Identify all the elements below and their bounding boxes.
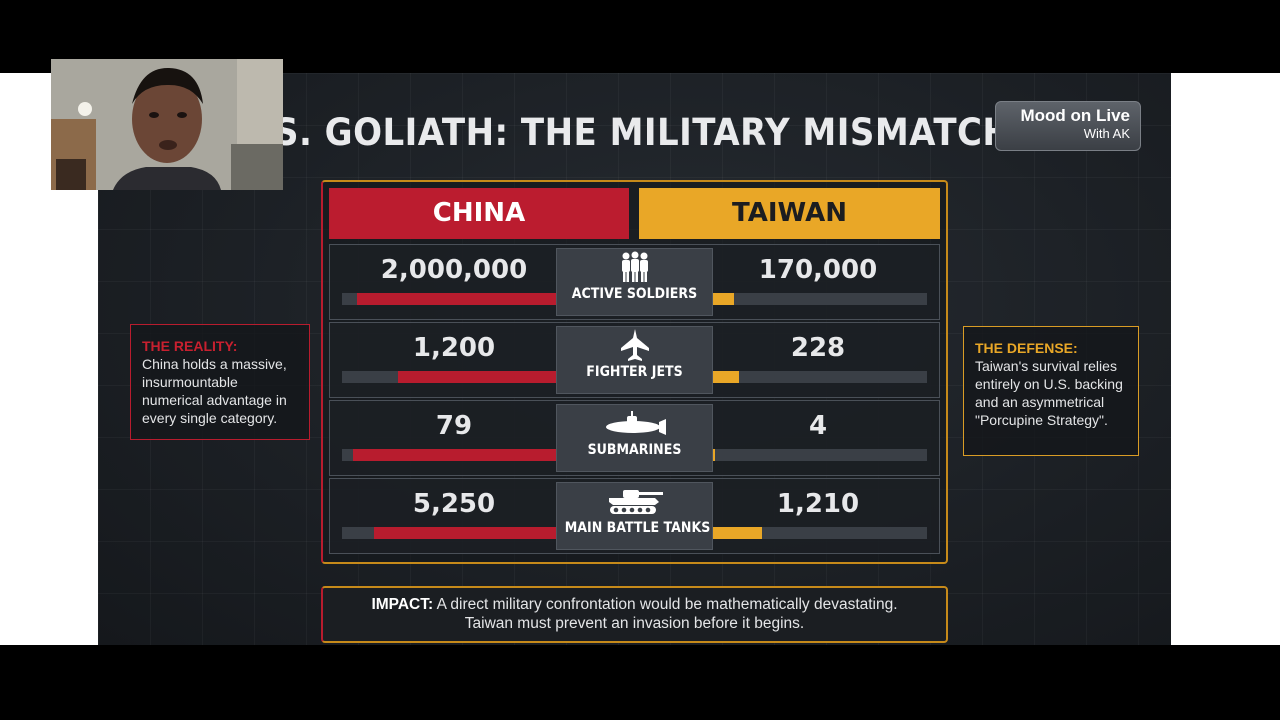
china-value: 5,250 [412,489,496,519]
impact-label: IMPACT: [371,596,434,613]
taiwan-bar-track [713,527,927,539]
soldiers-icon [621,251,648,282]
reality-callout: THE REALITY: China holds a massive, insu… [130,324,310,440]
china-bar [397,371,556,383]
taiwan-value: 1,210 [776,489,860,519]
china-value: 1,200 [412,333,496,363]
impact-banner: IMPACT: A direct military confrontation … [321,586,948,643]
comparison-row: 2,000,000 170,000 ACTIVE SOLDIERS [329,244,940,320]
taiwan-bar [713,449,716,461]
china-bar [352,449,556,461]
impact-text-line1: A direct military confrontation would be… [433,596,898,613]
submarine-icon [605,411,666,435]
tank-icon [608,490,663,514]
watermark-line1: Mood on Live [1020,106,1130,125]
category-box: ACTIVE SOLDIERS [556,248,713,316]
category-box: MAIN BATTLE TANKS [556,482,713,550]
category-box: SUBMARINES [556,404,713,472]
presenter-video-image [51,59,283,190]
taiwan-bar-track [713,449,927,461]
taiwan-header: TAIWAN [639,188,940,239]
comparison-row: 79 4 SUBMARINES [329,400,940,476]
defense-heading: THE DEFENSE: [975,340,1078,356]
category-label: ACTIVE SOLDIERS [571,286,698,302]
taiwan-bar-track [713,371,927,383]
taiwan-value: 4 [808,411,828,441]
category-label: SUBMARINES [587,442,682,458]
taiwan-value: 170,000 [758,255,878,285]
china-value: 2,000,000 [380,255,528,285]
comparison-row: 5,250 1,210 MAIN BATTLE TANKS [329,478,940,554]
china-bar-track [342,449,556,461]
china-bar [374,527,556,539]
defense-callout: THE DEFENSE: Taiwan's survival relies en… [963,326,1139,456]
webcam-overlay [51,59,283,190]
watermark-line2: With AK [1083,126,1130,141]
category-box: FIGHTER JETS [556,326,713,394]
taiwan-bar [713,371,739,383]
china-value: 79 [435,411,473,441]
taiwan-bar [713,293,735,305]
slide: S. GOLIATH: THE MILITARY MISMATCH Mood o… [98,73,1171,645]
china-bar-track [342,293,556,305]
china-bar [356,293,556,305]
category-label: FIGHTER JETS [586,364,683,380]
channel-watermark: Mood on Live With AK [995,101,1141,151]
reality-text: China holds a massive, insurmountable nu… [142,356,287,426]
right-pillarbox [1171,73,1280,645]
china-header: CHINA [329,188,629,239]
taiwan-value: 228 [790,333,846,363]
taiwan-bar [713,527,763,539]
impact-text-line2: Taiwan must prevent an invasion before i… [464,615,805,632]
reality-heading: THE REALITY: [142,338,238,354]
defense-text: Taiwan's survival relies entirely on U.S… [975,358,1123,428]
slide-title: S. GOLIATH: THE MILITARY MISMATCH [274,111,1012,154]
comparison-row: 1,200 228 FIGHTER JETS [329,322,940,398]
china-bar-track [342,527,556,539]
china-bar-track [342,371,556,383]
category-label: MAIN BATTLE TANKS [564,520,711,536]
taiwan-bar-track [713,293,927,305]
fighter-jet-icon [620,329,649,361]
